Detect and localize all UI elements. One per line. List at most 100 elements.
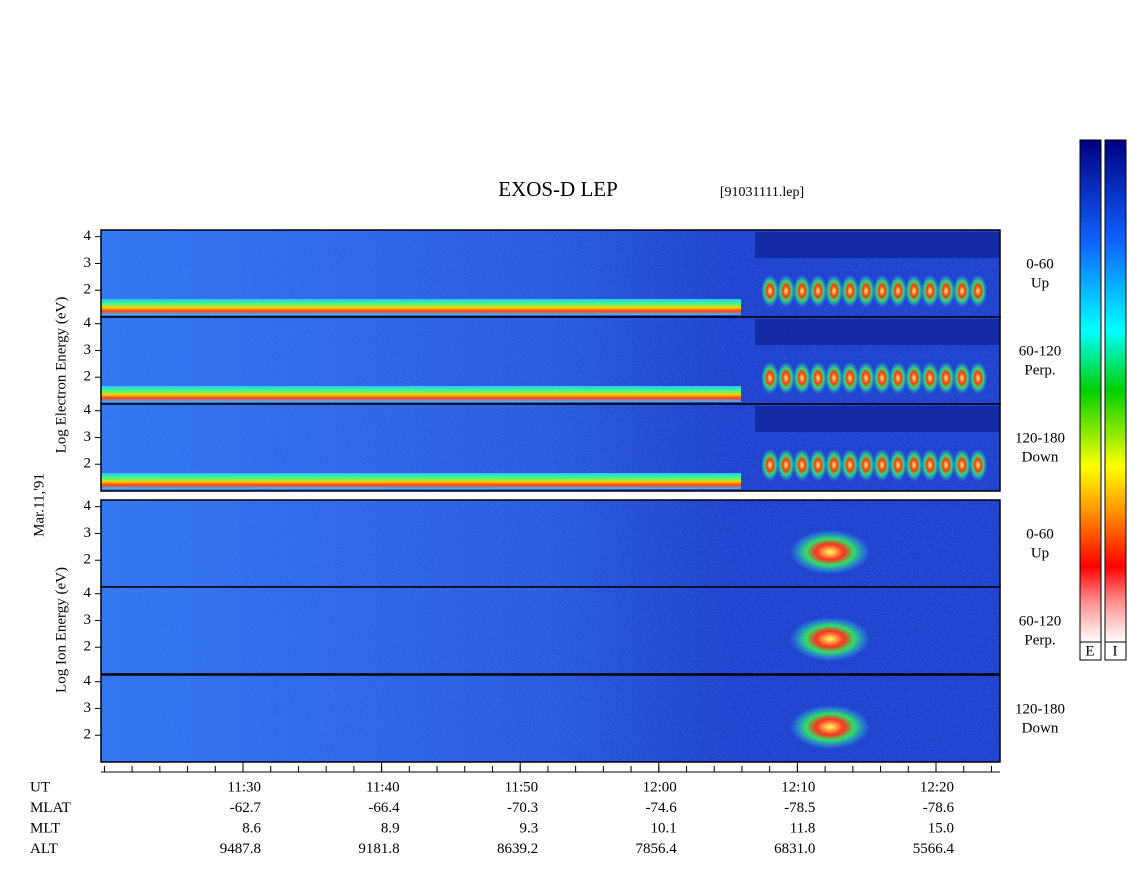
emission-blob xyxy=(921,275,939,307)
emission-blob xyxy=(825,449,843,481)
direction-label: Perp. xyxy=(1024,632,1055,648)
emission-blob xyxy=(873,362,891,394)
y-tick-label: 4 xyxy=(84,498,92,514)
emission-blob xyxy=(937,362,955,394)
direction-label: Up xyxy=(1031,545,1049,561)
emission-blob xyxy=(793,362,811,394)
direction-label: Perp. xyxy=(1024,362,1055,378)
emission-blob xyxy=(905,449,923,481)
panel: 2 3 4 0-60 Up xyxy=(84,228,1054,318)
y-tick-label: 2 xyxy=(84,282,92,298)
ion-beam xyxy=(790,617,870,661)
colorbars: E I xyxy=(1079,139,1127,661)
y-tick-label: 4 xyxy=(84,315,92,331)
axis-table-cell: 12:20 xyxy=(920,779,954,795)
emission-blob xyxy=(921,362,939,394)
axis-table-cell: -70.3 xyxy=(507,800,538,816)
emission-blob xyxy=(905,275,923,307)
y-tick-label: 4 xyxy=(84,585,92,601)
title: EXOS-D LEP xyxy=(498,177,618,201)
emission-blob xyxy=(905,362,923,394)
axis-table-cell: 11:50 xyxy=(505,779,539,795)
axis-table-cell: 15.0 xyxy=(928,820,954,836)
emission-blob xyxy=(809,449,827,481)
axis-table-cell: 8639.2 xyxy=(497,841,538,857)
emission-blob xyxy=(953,275,971,307)
emission-blob xyxy=(777,362,795,394)
y-tick-label: 2 xyxy=(84,369,92,385)
axis-table-cell: 7856.4 xyxy=(636,841,678,857)
axis-table-cell: 8.9 xyxy=(381,820,400,836)
emission-blob xyxy=(793,275,811,307)
axis-table-cell: 5566.4 xyxy=(913,841,955,857)
emission-blob xyxy=(921,449,939,481)
colorbar-e xyxy=(1079,139,1102,643)
axis-table-cell: -78.5 xyxy=(784,800,815,816)
panel: 2 3 4 120-180 Down xyxy=(84,402,1065,492)
emission-blob xyxy=(761,362,779,394)
y-tick-label: 2 xyxy=(84,552,92,568)
emission-blob xyxy=(953,449,971,481)
axis-table-cell: -66.4 xyxy=(368,800,400,816)
panel: 2 3 4 60-120 Perp. xyxy=(84,315,1062,405)
high-latitude-region xyxy=(755,406,1000,432)
emission-blob xyxy=(857,275,875,307)
axis-table-cell: 12:10 xyxy=(781,779,815,795)
high-latitude-region xyxy=(755,232,1000,258)
y-tick-label: 2 xyxy=(84,639,92,655)
emission-blob xyxy=(889,275,907,307)
emission-blob xyxy=(761,449,779,481)
emission-blob xyxy=(825,275,843,307)
panel-frame xyxy=(100,586,1001,675)
emission-blob xyxy=(873,449,891,481)
axis-table-cell: 11:40 xyxy=(366,779,400,795)
panel: 2 3 4 60-120 Perp. xyxy=(84,585,1062,675)
emission-blob xyxy=(857,362,875,394)
axis-table-cell: 8.6 xyxy=(242,820,261,836)
y-tick-label: 3 xyxy=(84,700,92,716)
electron-axis-label: Log Electron Energy (eV) xyxy=(53,297,69,454)
emission-blob xyxy=(953,362,971,394)
row-label: ALT xyxy=(30,841,58,857)
emission-blob xyxy=(793,449,811,481)
y-tick-label: 2 xyxy=(84,456,92,472)
low-energy-band xyxy=(101,386,741,402)
angle-label: 120-180 xyxy=(1015,430,1065,446)
emission-blob xyxy=(777,275,795,307)
panel: 2 3 4 120-180 Down xyxy=(84,673,1065,763)
row-label: MLAT xyxy=(30,800,71,816)
axis-table-cell: -74.6 xyxy=(646,800,678,816)
direction-label: Up xyxy=(1031,275,1049,291)
angle-label: 0-60 xyxy=(1026,526,1054,542)
ion-axis-label: Log Ion Energy (eV) xyxy=(53,567,69,693)
emission-blob xyxy=(969,449,987,481)
emission-blob xyxy=(969,362,987,394)
y-tick-label: 3 xyxy=(84,342,92,358)
y-tick-label: 4 xyxy=(84,402,92,418)
angle-label: 0-60 xyxy=(1026,256,1054,272)
emission-blob xyxy=(873,275,891,307)
axis-table-cell: 11:30 xyxy=(227,779,261,795)
emission-blob xyxy=(889,449,907,481)
emission-blob xyxy=(841,362,859,394)
axis-table-cell: 9.3 xyxy=(519,820,538,836)
emission-blob xyxy=(841,449,859,481)
panel-frame xyxy=(100,403,1001,492)
emission-blob xyxy=(937,275,955,307)
emission-blob xyxy=(889,362,907,394)
emission-blob xyxy=(777,449,795,481)
y-tick-label: 3 xyxy=(84,612,92,628)
y-tick-label: 3 xyxy=(84,429,92,445)
ion-beam xyxy=(790,530,870,574)
ion-beam xyxy=(790,705,870,749)
colorbar-label-box xyxy=(1079,641,1102,661)
y-tick-label: 2 xyxy=(84,727,92,743)
angle-label: 60-120 xyxy=(1019,343,1062,359)
axis-table-cell: 6831.0 xyxy=(774,841,815,857)
high-latitude-region xyxy=(755,319,1000,345)
angle-label: 60-120 xyxy=(1019,613,1062,629)
y-tick-label: 3 xyxy=(84,255,92,271)
y-tick-label: 3 xyxy=(84,525,92,541)
file-name: [91031111.lep] xyxy=(720,185,804,200)
